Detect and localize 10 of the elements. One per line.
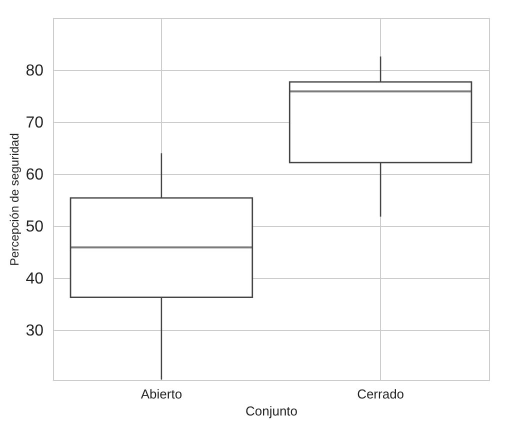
y-tick-label: 60 xyxy=(26,166,44,184)
y-tick-label: 40 xyxy=(26,270,44,288)
y-tick-label: 70 xyxy=(26,114,44,132)
y-axis-title: Percepción de seguridad xyxy=(8,133,22,266)
y-tick-label: 30 xyxy=(26,322,44,340)
x-tick-label: Cerrado xyxy=(357,386,404,402)
y-tick-label: 80 xyxy=(26,62,44,80)
x-tick-label: Abierto xyxy=(140,386,182,402)
y-tick-label: 50 xyxy=(26,218,44,236)
x-axis-title: Conjunto xyxy=(245,404,298,418)
